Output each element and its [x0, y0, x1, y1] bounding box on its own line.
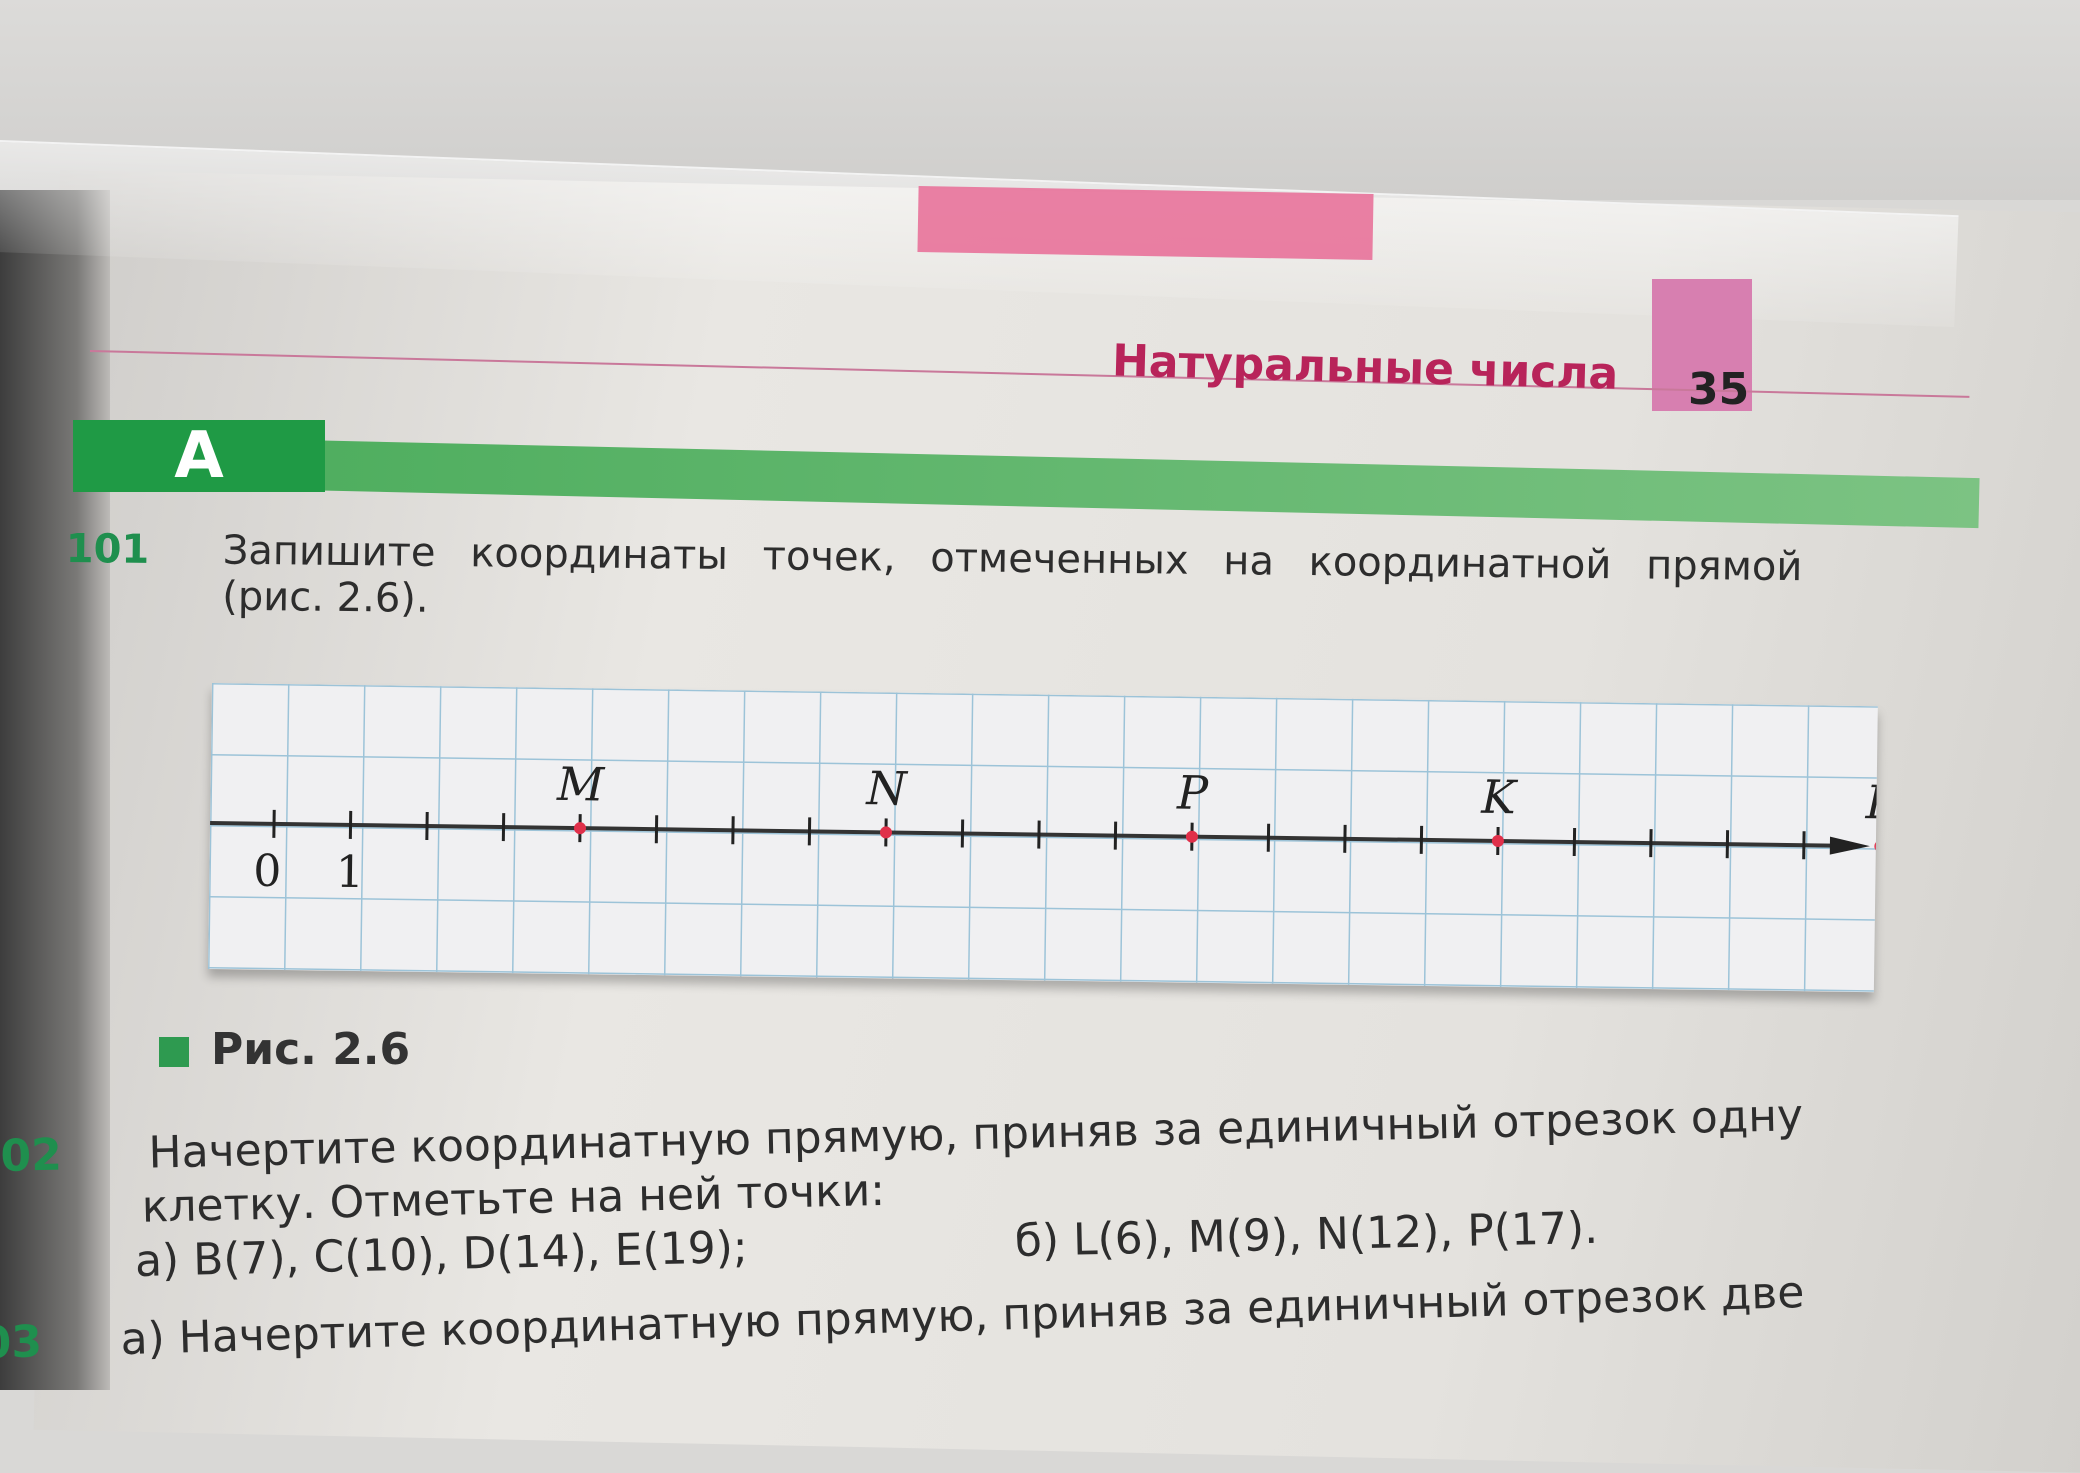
point-k: [1492, 835, 1504, 847]
number-line-figure: 0 1 M N P K L: [208, 683, 1878, 992]
point-label-l: L: [1864, 775, 1877, 829]
figure-caption: Рис. 2.6: [159, 1024, 410, 1075]
axis-arrow: [1830, 837, 1870, 856]
caption-text: Рис. 2.6: [211, 1024, 410, 1075]
origin-label: 0: [253, 846, 282, 897]
point-label-k: K: [1480, 770, 1519, 825]
section-label: А: [73, 420, 325, 492]
exercise-text-cont: (рис. 2.6).: [222, 574, 429, 622]
caption-marker: [159, 1037, 189, 1067]
unit-label: 1: [336, 847, 365, 898]
number-line: 0 1 M N P K L: [208, 683, 1878, 992]
point-n: [880, 826, 892, 838]
exercise-number: 03: [0, 1314, 121, 1369]
point-m: [574, 822, 586, 834]
page-number: 35: [1688, 364, 1749, 415]
axis-line: [210, 823, 1850, 846]
part-b: б) L(6), M(9), N(12), P(17).: [1014, 1203, 1598, 1267]
point-label-n: N: [865, 761, 909, 816]
pink-bookmark-band: [917, 186, 1373, 260]
exercise-number: 02: [0, 1127, 149, 1184]
exercise-number: 101: [66, 526, 223, 574]
point-label-p: P: [1176, 765, 1210, 819]
point-p: [1186, 831, 1198, 843]
point-label-m: M: [556, 757, 607, 812]
